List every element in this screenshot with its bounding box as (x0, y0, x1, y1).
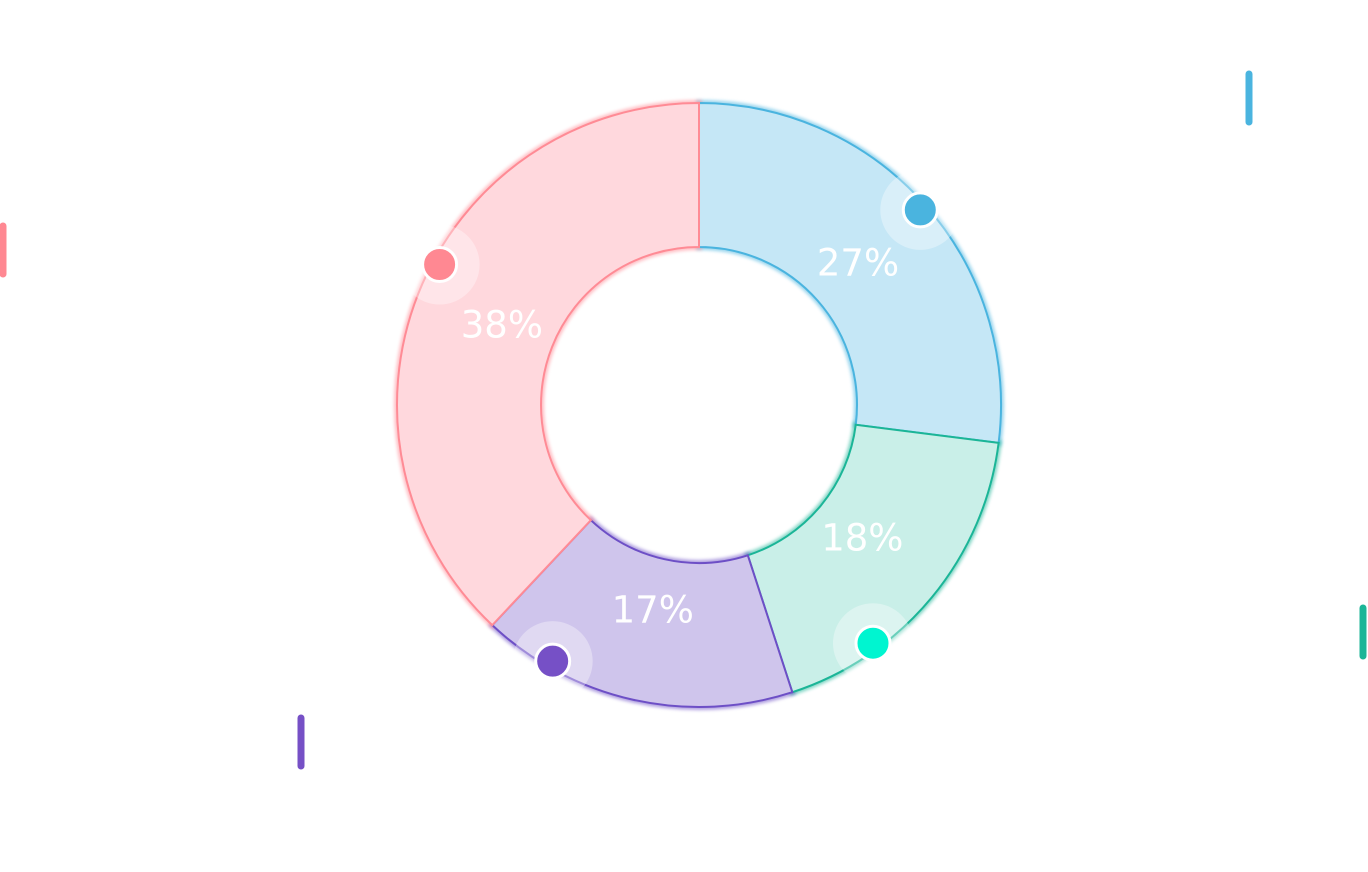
slice-percent-label: 38% (461, 303, 543, 346)
slice-marker-dot[interactable] (854, 624, 892, 662)
slice-percent-label: 18% (821, 517, 903, 560)
slice-percent-label: 17% (612, 588, 694, 631)
donut-slice[interactable] (698, 101, 1002, 444)
label-layer: 27% 18% 17% 38% (461, 241, 904, 631)
legend-tick-layer (0, 70, 1367, 770)
slice-marker-dot[interactable] (534, 642, 572, 680)
marker-layer (399, 169, 961, 702)
slice-marker-dot[interactable] (901, 191, 939, 229)
slice-layer (396, 101, 1002, 708)
donut-slice[interactable] (746, 423, 1000, 694)
slice-percent-label: 27% (817, 241, 899, 284)
slice-marker-dot[interactable] (421, 246, 459, 284)
donut-slice[interactable] (396, 101, 700, 627)
